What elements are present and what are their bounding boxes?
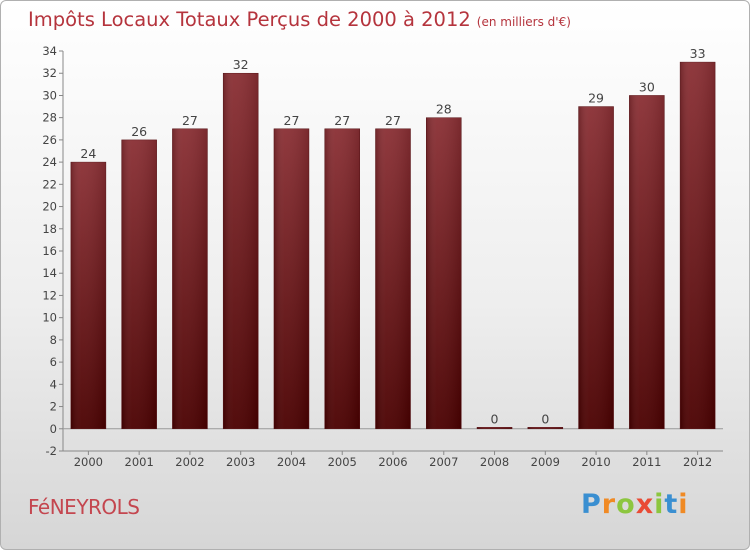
y-tick-label: 22 [42, 177, 57, 191]
x-tick-label: 2005 [328, 455, 357, 469]
bar-shade [680, 62, 716, 429]
y-tick-label: 24 [42, 155, 57, 169]
bar-shade [273, 128, 309, 429]
logo-letter: o [616, 489, 636, 520]
y-tick-label: 0 [50, 422, 57, 436]
data-label: 0 [491, 411, 499, 426]
y-tick-label: 12 [42, 288, 57, 302]
logo-letter: i [654, 489, 665, 520]
bar-shade [629, 95, 665, 429]
y-tick-label: 6 [50, 355, 57, 369]
unit-label: (en milliers d'€) [476, 15, 571, 29]
logo-letter: r [601, 489, 617, 520]
x-tick-label: 2002 [175, 455, 204, 469]
logo-letter: x [635, 489, 655, 520]
x-tick-label: 2007 [429, 455, 458, 469]
y-tick-label: 26 [42, 133, 57, 147]
data-label: 27 [385, 113, 401, 128]
title-text: Impôts Locaux Totaux Perçus de 2000 à 20… [28, 8, 471, 31]
bar-shade [223, 73, 259, 429]
y-tick-label: 28 [42, 111, 57, 125]
bar-shade [324, 128, 360, 429]
bar-shade [477, 427, 513, 429]
city-name: FéNEYROLS [28, 495, 140, 519]
data-label: 27 [182, 113, 198, 128]
y-tick-label: 2 [50, 400, 57, 414]
bar-shade [172, 128, 208, 429]
data-label: 32 [233, 57, 249, 72]
x-tick-label: 2011 [632, 455, 661, 469]
bar-shade [70, 162, 106, 429]
y-tick-label: 34 [42, 44, 57, 58]
x-tick-label: 2012 [683, 455, 712, 469]
chart-title: Impôts Locaux Totaux Perçus de 2000 à 20… [28, 8, 571, 31]
data-label: 27 [334, 113, 350, 128]
data-label: 30 [639, 79, 655, 94]
bar-shade [375, 128, 411, 429]
x-tick-label: 2004 [277, 455, 306, 469]
y-tick-label: 14 [42, 266, 57, 280]
data-label: 27 [284, 113, 300, 128]
x-tick-label: 2010 [581, 455, 610, 469]
proxiti-logo: Proxiti [581, 489, 689, 520]
y-tick-label: 30 [42, 88, 57, 102]
x-tick-label: 2001 [125, 455, 154, 469]
data-label: 26 [131, 124, 147, 139]
data-label: 33 [690, 46, 706, 61]
x-tick-label: 2006 [378, 455, 407, 469]
y-tick-label: 4 [50, 377, 57, 391]
y-tick-label: 10 [42, 311, 57, 325]
bar-shade [426, 117, 462, 429]
bar-shade [121, 139, 157, 429]
y-tick-label: 18 [42, 222, 57, 236]
bar-shade [527, 427, 563, 429]
x-tick-label: 2008 [480, 455, 509, 469]
data-label: 29 [588, 91, 604, 106]
y-tick-label: 16 [42, 244, 57, 258]
data-label: 24 [80, 146, 96, 161]
logo-letter: P [581, 489, 602, 520]
x-tick-label: 2009 [531, 455, 560, 469]
data-label: 28 [436, 102, 452, 117]
logo-letter: i [678, 489, 689, 520]
y-tick-label: 32 [42, 66, 57, 80]
y-tick-label: -2 [46, 444, 57, 458]
y-tick-label: 20 [42, 200, 57, 214]
data-label: 0 [541, 411, 549, 426]
y-tick-label: 8 [50, 333, 57, 347]
bar-shade [578, 106, 614, 429]
logo-letter: t [664, 489, 679, 520]
x-tick-label: 2000 [74, 455, 103, 469]
x-tick-label: 2003 [226, 455, 255, 469]
